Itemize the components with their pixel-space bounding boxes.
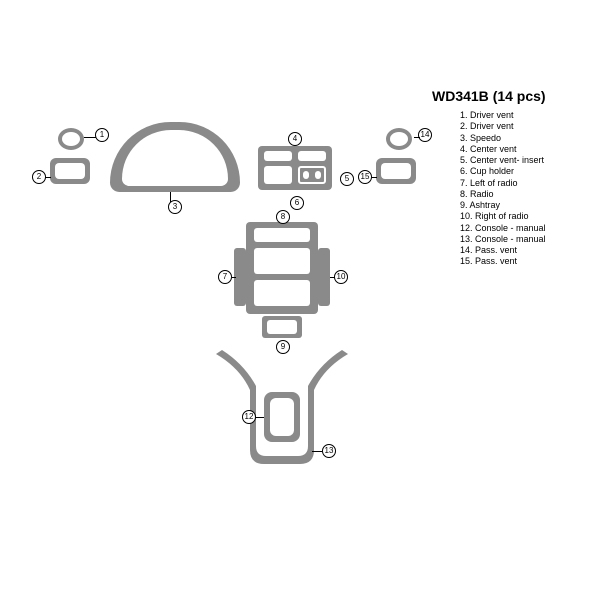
leader-2 bbox=[45, 177, 51, 178]
callout-7: 7 bbox=[218, 270, 232, 284]
product-pieces: (14 pcs) bbox=[493, 88, 546, 104]
callout-12: 12 bbox=[242, 410, 256, 424]
product-code: WD341B bbox=[432, 88, 489, 104]
legend-item: 3. Speedo bbox=[460, 133, 546, 144]
legend-item: 12. Console - manual bbox=[460, 223, 546, 234]
legend-item: 13. Console - manual bbox=[460, 234, 546, 245]
part-center-insert bbox=[298, 166, 326, 184]
part-pass-vent-14 bbox=[386, 128, 412, 150]
part-driver-vent-2 bbox=[50, 158, 90, 184]
legend-list: 1. Driver vent2. Driver vent3. Speedo4. … bbox=[460, 110, 546, 268]
legend-item: 9. Ashtray bbox=[460, 200, 546, 211]
callout-4: 4 bbox=[288, 132, 302, 146]
part-speedo bbox=[110, 122, 240, 192]
leader-14 bbox=[414, 137, 420, 138]
part-pass-vent-15 bbox=[376, 158, 416, 184]
legend-item: 10. Right of radio bbox=[460, 211, 546, 222]
leader-7 bbox=[232, 277, 236, 278]
callout-2: 2 bbox=[32, 170, 46, 184]
legend-item: 6. Cup holder bbox=[460, 166, 546, 177]
legend-item: 1. Driver vent bbox=[460, 110, 546, 121]
callout-5: 5 bbox=[340, 172, 354, 186]
callout-8: 8 bbox=[276, 210, 290, 224]
callout-10: 10 bbox=[334, 270, 348, 284]
part-radio-stack bbox=[246, 222, 318, 314]
part-console-inner bbox=[264, 392, 300, 442]
legend-item: 5. Center vent- insert bbox=[460, 155, 546, 166]
legend-item: 15. Pass. vent bbox=[460, 256, 546, 267]
callout-1: 1 bbox=[95, 128, 109, 142]
callout-15: 15 bbox=[358, 170, 372, 184]
product-title: WD341B (14 pcs) bbox=[432, 88, 546, 104]
part-ashtray bbox=[262, 316, 302, 338]
leader-13 bbox=[312, 451, 322, 452]
part-driver-vent-1 bbox=[58, 128, 84, 150]
leader-15 bbox=[371, 177, 377, 178]
legend-item: 4. Center vent bbox=[460, 144, 546, 155]
legend-item: 2. Driver vent bbox=[460, 121, 546, 132]
part-right-radio bbox=[318, 248, 330, 306]
leader-3 bbox=[170, 192, 171, 202]
callout-13: 13 bbox=[322, 444, 336, 458]
legend-item: 14. Pass. vent bbox=[460, 245, 546, 256]
legend-item: 8. Radio bbox=[460, 189, 546, 200]
callout-6: 6 bbox=[290, 196, 304, 210]
legend-item: 7. Left of radio bbox=[460, 178, 546, 189]
part-center-cluster bbox=[258, 146, 332, 190]
callout-3: 3 bbox=[168, 200, 182, 214]
leader-1 bbox=[84, 137, 96, 138]
leader-10 bbox=[330, 277, 335, 278]
leader-12 bbox=[256, 417, 264, 418]
callout-9: 9 bbox=[276, 340, 290, 354]
callout-14: 14 bbox=[418, 128, 432, 142]
